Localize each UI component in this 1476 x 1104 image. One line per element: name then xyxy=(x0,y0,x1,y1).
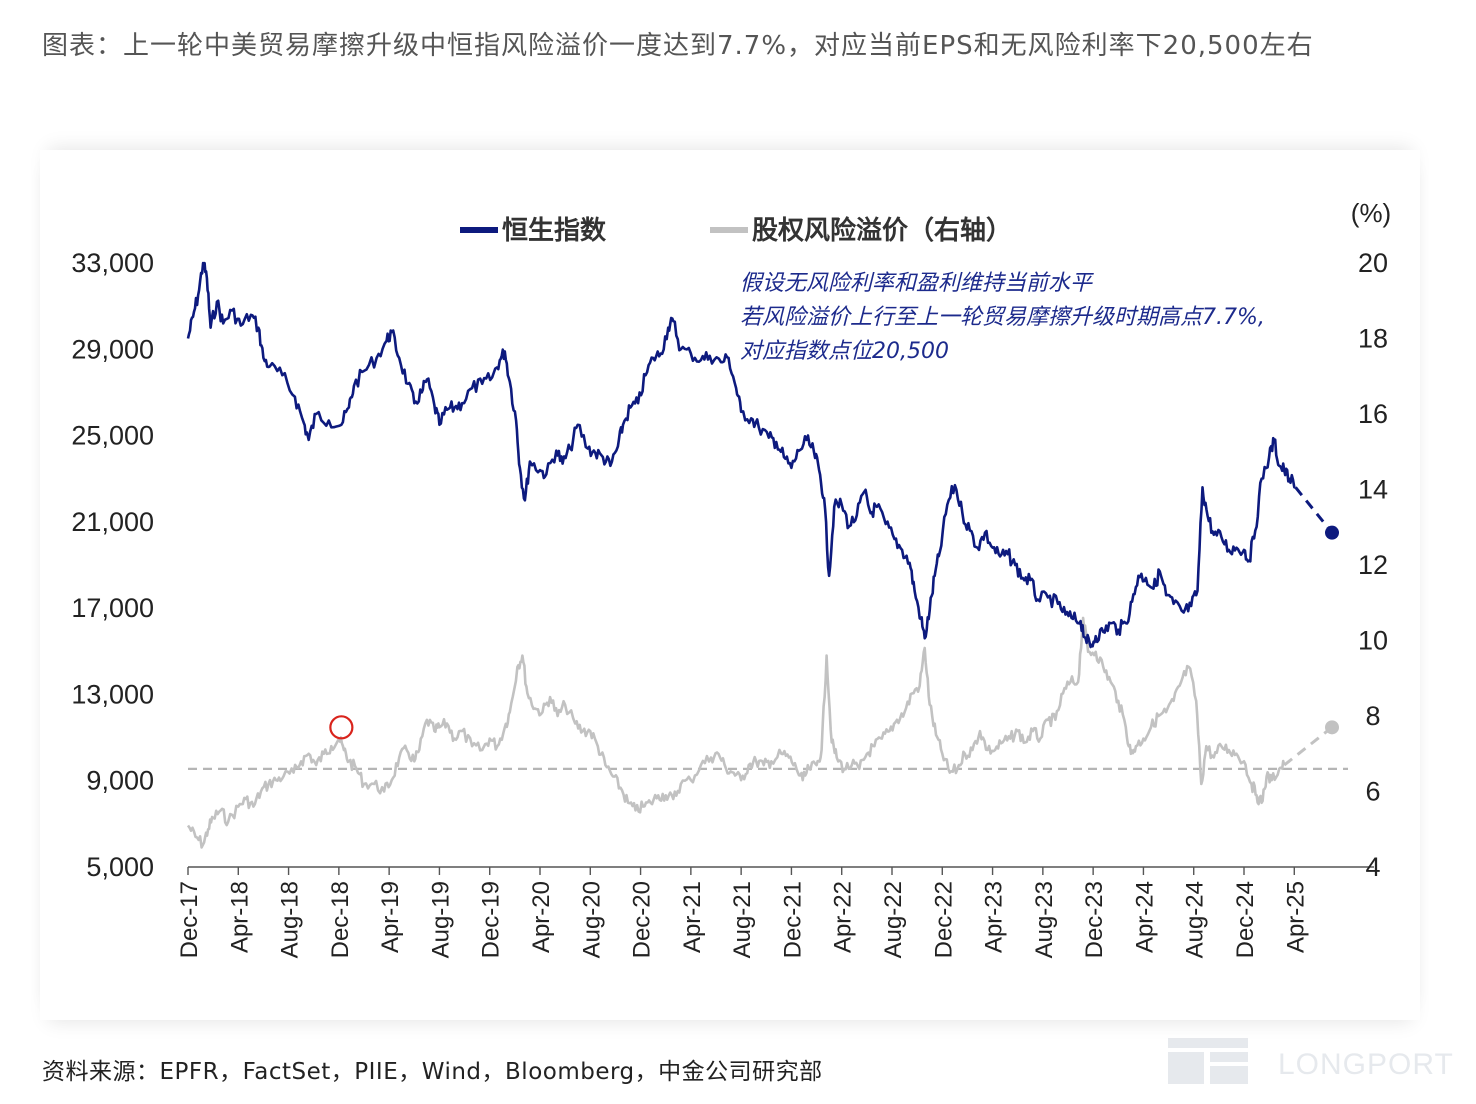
x-tick-label: Dec-24 xyxy=(1232,881,1259,958)
y-right-tick-label: 8 xyxy=(1365,701,1380,731)
longport-logo-icon xyxy=(1168,1038,1248,1084)
chart-panel: Dec-17 Apr-18 Aug-18 Dec-18 Apr-19 Aug-19 Dec-… xyxy=(40,150,1420,1020)
x-tick-label: Aug-21 xyxy=(729,881,756,958)
x-tick-label: Aug-19 xyxy=(427,881,454,958)
annotation-line: 对应指数点位20,500 xyxy=(740,339,949,364)
endpoint-marker-premium xyxy=(1325,720,1339,735)
line-chart: Dec-17 Apr-18 Aug-18 Dec-18 Apr-19 Aug-19 Dec-… xyxy=(71,198,1391,958)
x-tick-label: Dec-17 xyxy=(176,881,203,958)
y-right-tick-label: 4 xyxy=(1365,852,1380,882)
longport-watermark: LONGPORT xyxy=(1166,1034,1456,1090)
x-tick-label: Dec-23 xyxy=(1081,881,1108,958)
y-left-tick-label: 9,000 xyxy=(86,766,154,796)
x-tick-label: Apr-22 xyxy=(830,881,857,953)
x-tick-label: Dec-18 xyxy=(327,881,354,958)
x-tick-label: Dec-19 xyxy=(478,881,505,958)
x-tick-label: Apr-19 xyxy=(377,881,404,953)
x-tick-label: Apr-24 xyxy=(1131,881,1158,953)
figure-caption: 图表：上一轮中美贸易摩擦升级中恒指风险溢价一度达到7.7%，对应当前EPS和无风… xyxy=(42,31,1314,61)
watermark-text: LONGPORT xyxy=(1278,1048,1454,1081)
y-left-tick-label: 5,000 xyxy=(86,852,154,882)
x-tick-label: Dec-20 xyxy=(629,881,656,958)
source-note: 资料来源：EPFR，FactSet，PIIE，Wind，Bloomberg，中金… xyxy=(42,1059,823,1085)
forecast-line-premium xyxy=(1283,726,1333,767)
y-left-tick-label: 13,000 xyxy=(71,679,154,709)
y-left-tick-label: 21,000 xyxy=(71,507,154,537)
x-tick-label: Aug-20 xyxy=(578,881,605,958)
y-right-tick-label: 12 xyxy=(1358,550,1388,580)
y-right-tick-label: 18 xyxy=(1358,324,1388,354)
annotation-line: 若风险溢价上行至上一轮贸易摩擦升级时期高点7.7%, xyxy=(740,305,1265,330)
x-tick-label: Apr-18 xyxy=(226,881,253,953)
y-right-tick-label: 16 xyxy=(1358,399,1388,429)
y-left-tick-label: 17,000 xyxy=(71,593,154,623)
x-tick-label: Apr-21 xyxy=(679,881,706,953)
x-tick-label: Aug-24 xyxy=(1182,881,1209,958)
x-tick-label: Aug-22 xyxy=(880,881,907,958)
y-right-tick-label: 14 xyxy=(1358,475,1388,505)
y-right-tick-label: 20 xyxy=(1358,248,1388,278)
x-tick-label: Aug-23 xyxy=(1031,881,1058,958)
y-left-tick-label: 29,000 xyxy=(71,334,154,364)
y-left-tick-label: 25,000 xyxy=(71,421,154,451)
x-tick-label: Apr-23 xyxy=(981,881,1008,953)
x-tick-label: Aug-18 xyxy=(277,881,304,958)
series-line-premium xyxy=(186,616,1286,849)
legend-label-premium: 股权风险溢价（右轴） xyxy=(752,215,1012,246)
x-tick-label: Dec-22 xyxy=(930,881,957,958)
forecast-line-hsi xyxy=(1294,486,1334,534)
series-line-hsi xyxy=(186,261,1296,649)
x-tick-label: Apr-20 xyxy=(528,881,555,953)
annotation-line: 假设无风险利率和盈利维持当前水平 xyxy=(740,271,1094,296)
y-right-tick-label: 6 xyxy=(1365,777,1380,807)
x-tick-label: Apr-25 xyxy=(1282,881,1309,953)
endpoint-marker-hsi xyxy=(1325,525,1339,540)
highlight-circle-marker xyxy=(329,715,354,740)
y-left-tick-label: 33,000 xyxy=(71,248,154,278)
y-right-tick-label: 10 xyxy=(1358,626,1388,656)
legend-label-hsi: 恒生指数 xyxy=(502,216,607,246)
y-right-unit-label: (%) xyxy=(1351,198,1391,228)
x-tick-label: Dec-21 xyxy=(779,881,806,958)
